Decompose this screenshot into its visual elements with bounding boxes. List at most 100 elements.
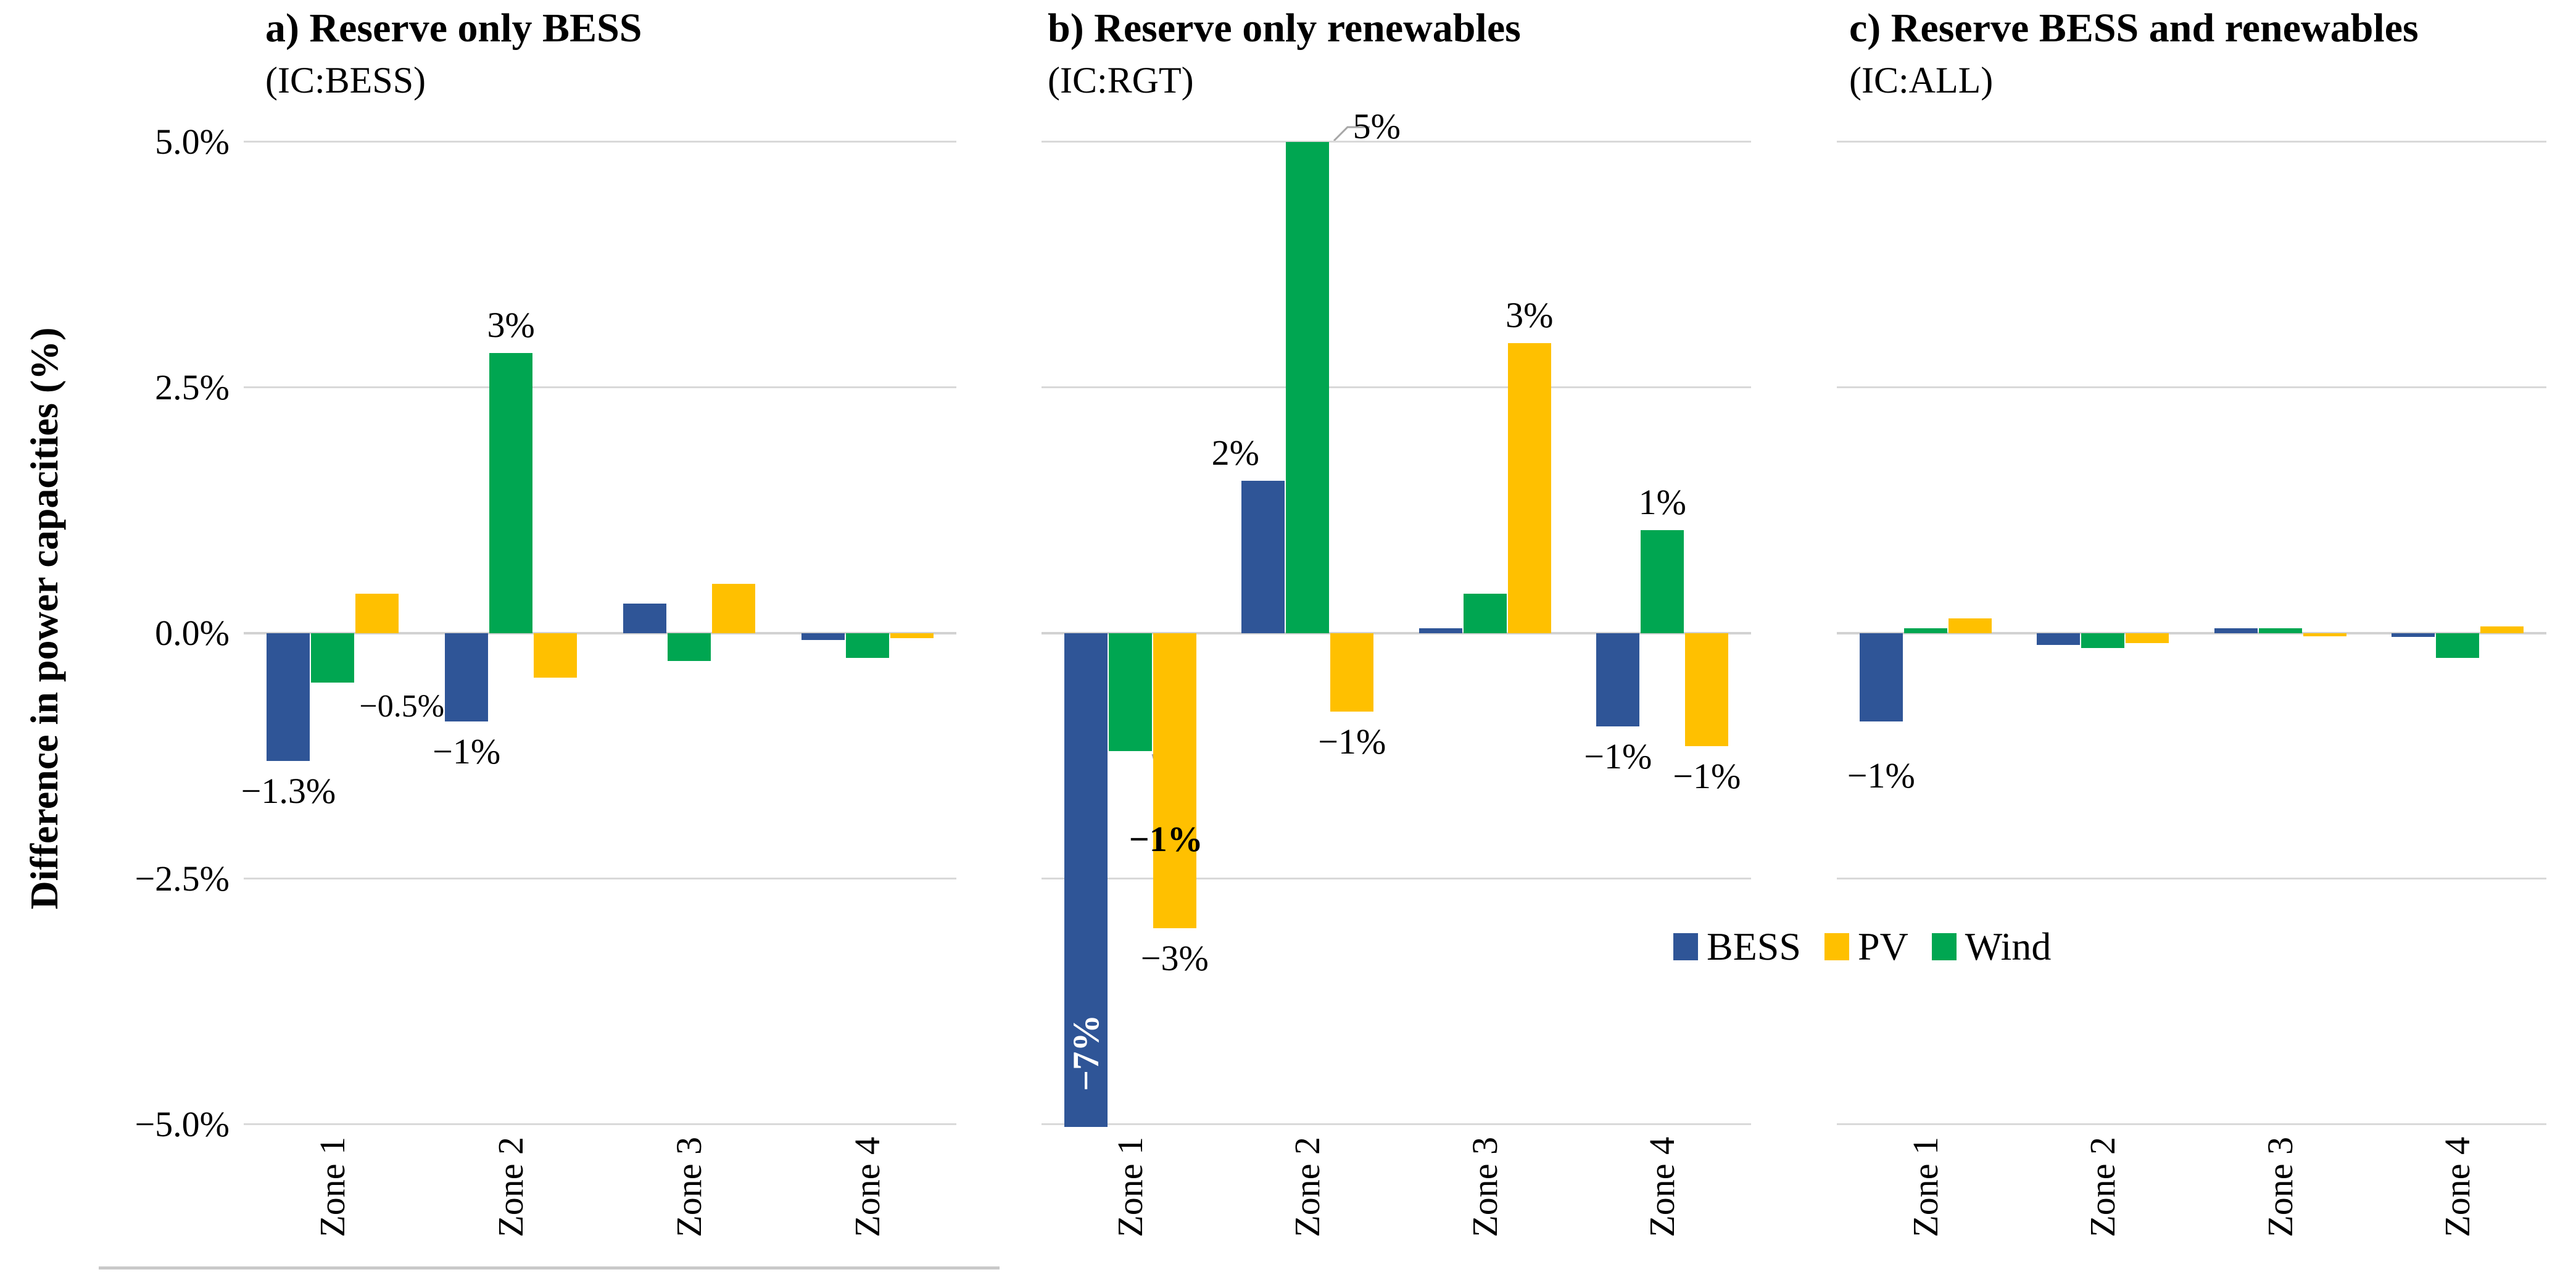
bar-b-zone3-pv (1507, 343, 1551, 633)
data-label-a: −0.5% (359, 688, 445, 724)
legend-item-pv: PV (1824, 923, 1908, 970)
gridline-b (1042, 632, 1751, 634)
bar-c-zone4-wind (2436, 633, 2480, 658)
gridline-b (1042, 1123, 1751, 1125)
bar-a-zone4-pv (890, 633, 934, 638)
data-label-c: −1% (1847, 755, 1915, 796)
y-tick-label: −2.5% (135, 858, 230, 899)
bar-b-zone3-wind (1463, 594, 1507, 633)
bar-a-zone4-wind (845, 633, 889, 658)
bar-b-zone1-wind (1108, 633, 1152, 752)
panel-a-title: a) Reserve only BESS (265, 6, 642, 51)
bar-c-zone3-bess (2214, 628, 2258, 633)
bar-b-zone2-wind (1286, 142, 1330, 633)
bar-c-zone2-wind (2081, 633, 2125, 648)
bar-a-zone2-bess (445, 633, 489, 722)
x-label-a-zone3: Zone 3 (668, 1137, 709, 1237)
gridline-a (244, 141, 956, 143)
bar-a-zone1-pv (355, 594, 399, 633)
x-label-c-zone2: Zone 2 (2082, 1137, 2123, 1237)
bar-a-zone3-pv (711, 584, 755, 633)
bar-a-zone1-bess (267, 633, 310, 761)
data-label-b: −1% (1584, 736, 1652, 777)
x-label-c-zone3: Zone 3 (2259, 1137, 2300, 1237)
legend-swatch-bess (1673, 933, 1698, 960)
gridline-b (1042, 141, 1751, 143)
x-label-b-zone3: Zone 3 (1464, 1137, 1505, 1237)
gridline-a (244, 878, 956, 879)
panel-c-subtitle: (IC:ALL) (1849, 60, 1994, 101)
bar-a-zone2-wind (489, 353, 533, 633)
gridline-c (1837, 386, 2546, 388)
bar-c-zone2-bess (2037, 633, 2081, 646)
bar-c-zone3-wind (2258, 628, 2302, 633)
bar-c-zone1-bess (1859, 633, 1903, 722)
bar-c-zone4-bess (2392, 633, 2435, 638)
legend-swatch-wind (1931, 933, 1957, 960)
x-label-a-zone1: Zone 1 (312, 1137, 353, 1237)
bar-b-zone4-wind (1641, 530, 1684, 633)
data-label-b: −1% (1318, 721, 1386, 762)
data-label-b: 5% (1352, 106, 1401, 146)
y-tick-label: 0.0% (155, 613, 230, 653)
x-label-a-zone4: Zone 4 (847, 1137, 887, 1237)
x-label-a-zone2: Zone 2 (491, 1137, 531, 1237)
x-label-c-zone1: Zone 1 (1905, 1137, 1945, 1237)
legend-label-wind: Wind (1965, 925, 2052, 968)
bar-c-zone1-wind (1903, 628, 1947, 633)
gridline-b (1042, 878, 1751, 879)
data-label-b: −1% (1129, 819, 1203, 860)
gridline-c (1837, 878, 2546, 879)
data-label-b: 1% (1638, 481, 1686, 522)
data-label-a: −1.3% (241, 770, 336, 811)
bar-a-zone4-bess (801, 633, 845, 641)
bar-a-zone2-pv (534, 633, 578, 678)
y-tick-label: 2.5% (155, 367, 230, 407)
panel-a-subtitle: (IC:BESS) (265, 60, 426, 101)
bar-b-zone2-bess (1241, 481, 1285, 633)
bar-c-zone1-pv (1948, 618, 1992, 633)
bar-b-zone3-bess (1418, 628, 1462, 633)
y-tick-label: −5.0% (135, 1104, 230, 1144)
gridline-c (1837, 632, 2546, 634)
legend: BESS PV Wind (1673, 923, 2074, 970)
x-label-b-zone4: Zone 4 (1642, 1137, 1683, 1237)
data-label-a: 3% (487, 305, 535, 346)
bar-b-zone4-bess (1596, 633, 1640, 727)
bar-b-zone2-pv (1330, 633, 1374, 712)
x-label-c-zone4: Zone 4 (2437, 1137, 2478, 1237)
data-label-b: −1% (1673, 756, 1741, 797)
data-label-b: −3% (1140, 937, 1209, 978)
bar-c-zone2-pv (2126, 633, 2169, 643)
legend-label-bess: BESS (1707, 925, 1801, 968)
bottom-border-line (99, 1266, 1000, 1270)
bar-b-zone1-bess (1064, 633, 1108, 1127)
gridline-b (1042, 386, 1751, 388)
data-label-b: 3% (1505, 295, 1554, 336)
gridline-c (1837, 1123, 2546, 1125)
bar-b-zone4-pv (1685, 633, 1729, 747)
y-tick-label: 5.0% (155, 122, 230, 162)
bar-a-zone3-bess (623, 604, 666, 633)
legend-label-pv: PV (1857, 925, 1908, 968)
bar-a-zone3-wind (667, 633, 711, 661)
bar-c-zone4-pv (2480, 626, 2524, 633)
panel-c-title: c) Reserve BESS and renewables (1849, 6, 2419, 51)
gridline-a (244, 1123, 956, 1125)
gridline-a (244, 386, 956, 388)
legend-item-bess: BESS (1673, 923, 1801, 970)
bar-a-zone1-wind (311, 633, 355, 683)
bar-c-zone3-pv (2303, 633, 2346, 636)
x-label-b-zone1: Zone 1 (1109, 1137, 1150, 1237)
data-label-a: −1% (433, 731, 501, 772)
gridline-c (1837, 141, 2546, 143)
x-label-b-zone2: Zone 2 (1287, 1137, 1328, 1237)
bar-b-zone1-pv (1153, 633, 1196, 928)
data-label-b: 2% (1211, 433, 1259, 473)
legend-item-wind: Wind (1931, 923, 2052, 970)
panel-b-title: b) Reserve only renewables (1048, 6, 1521, 51)
legend-swatch-pv (1824, 933, 1849, 960)
gridline-a (244, 632, 956, 634)
panel-b-subtitle: (IC:RGT) (1048, 60, 1194, 101)
